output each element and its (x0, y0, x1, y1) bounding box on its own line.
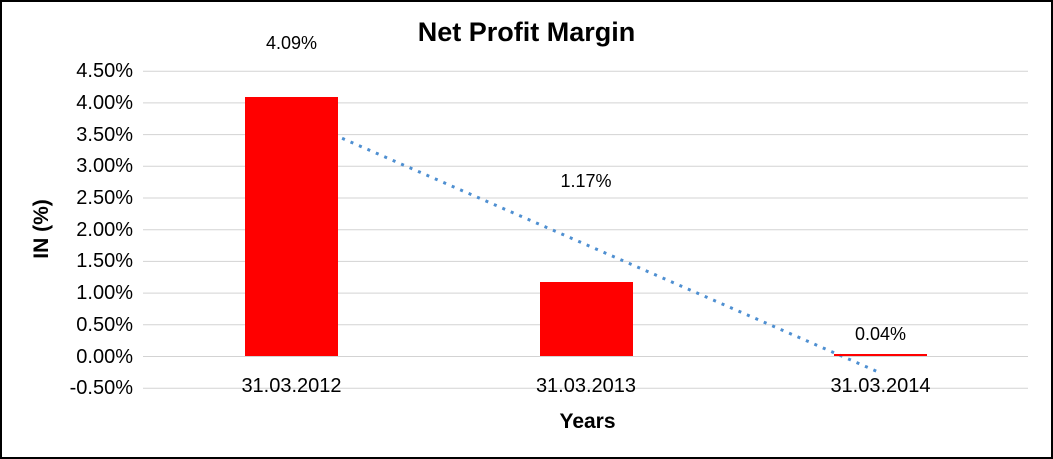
y-tick-label: 1.50% (76, 250, 133, 273)
x-axis-title: Years (559, 410, 616, 433)
x-category-label: 31.03.2014 (830, 375, 931, 397)
data-label: 1.17% (560, 171, 612, 191)
bar-31.03.2012 (245, 97, 338, 357)
y-tick-label: -0.50% (69, 377, 133, 400)
y-tick-label: 4.00% (76, 91, 133, 114)
y-tick-label: 2.00% (76, 218, 133, 241)
x-category-label: 31.03.2012 (241, 375, 342, 397)
y-tick-label: 0.50% (76, 313, 133, 336)
chart-title: Net Profit Margin (417, 17, 636, 47)
bar-31.03.2014 (834, 353, 927, 357)
data-label: 4.09% (265, 33, 318, 53)
y-tick-label: 4.50% (76, 60, 133, 83)
y-tick-label: 0.00% (76, 345, 133, 368)
data-label: 0.04% (854, 324, 907, 344)
trendline (290, 114, 882, 375)
y-tick-label: 1.00% (76, 282, 133, 305)
y-tick-label: 3.00% (76, 155, 133, 178)
y-tick-label: 2.50% (76, 187, 133, 209)
bar-31.03.2013 (539, 282, 633, 357)
y-tick-label: 3.50% (76, 123, 133, 146)
x-category-label: 31.03.2013 (535, 375, 637, 397)
